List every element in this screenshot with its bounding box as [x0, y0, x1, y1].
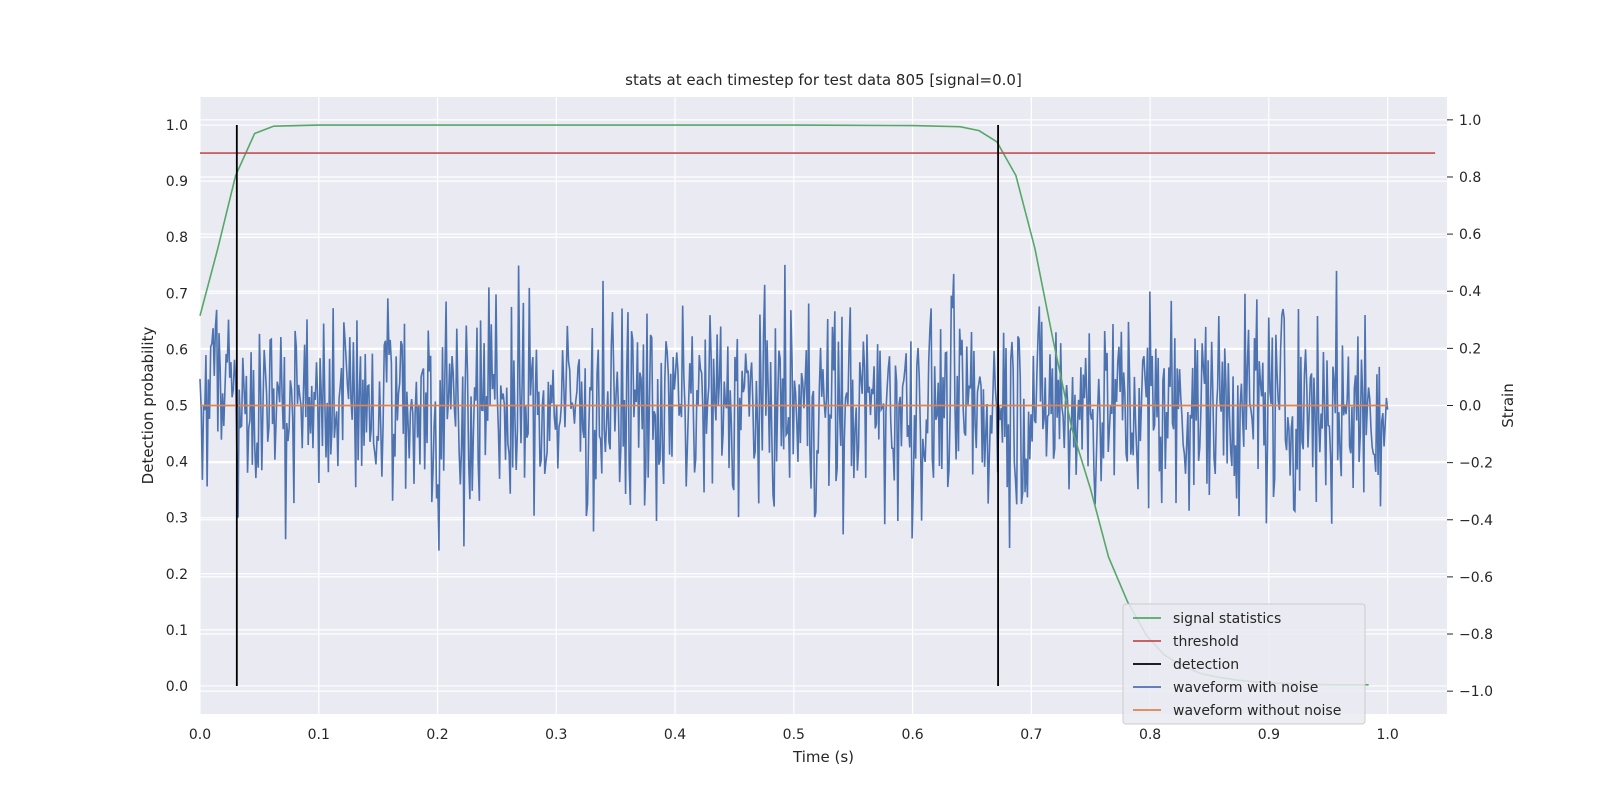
x-tick-label: 0.4: [664, 727, 686, 743]
y-right-tick-label: 0.8: [1459, 170, 1481, 186]
x-tick-label: 0.3: [545, 727, 567, 743]
y-axis-left-label: Detection probability: [139, 327, 157, 485]
y-left-tick-label: 1.0: [166, 118, 188, 134]
x-tick-label: 0.8: [1139, 727, 1161, 743]
y-right-tick-label: −1.0: [1459, 684, 1493, 700]
legend-entry: detection: [1173, 657, 1239, 673]
y-left-tick-label: 0.1: [166, 623, 188, 639]
y-right-tick-label: 0.4: [1459, 284, 1481, 300]
x-axis-label: Time (s): [792, 748, 854, 766]
tick-layer: 0.0 0.1 0.2 0.3 0.4 0.5 0.6 0.7 0.8 0.9 1.0 0.0 0.1 0…: [166, 113, 1493, 743]
y-right-tick-label: −0.6: [1459, 570, 1493, 586]
y-right-tick-label: 0.0: [1459, 399, 1481, 415]
legend-entry: waveform with noise: [1173, 680, 1318, 696]
y-left-tick-label: 0.9: [166, 174, 188, 190]
y-right-tick-label: −0.4: [1459, 513, 1493, 529]
series-waveform-with-noise: [199, 264, 1389, 551]
x-tick-label: 0.5: [783, 727, 805, 743]
y-left-tick-label: 0.2: [166, 567, 188, 583]
y-left-tick-label: 0.8: [166, 230, 188, 246]
x-tick-label: 1.0: [1376, 727, 1398, 743]
y-right-tick-label: 0.2: [1459, 341, 1481, 357]
x-tick-label: 0.0: [189, 727, 211, 743]
x-tick-label: 0.6: [901, 727, 923, 743]
legend-box: [1122, 603, 1366, 725]
chart-legend: signal statistics threshold detection wavef…: [1122, 603, 1366, 725]
x-tick-label: 0.2: [426, 727, 448, 743]
y-right-tick-label: −0.2: [1459, 456, 1493, 472]
legend-entry: threshold: [1173, 634, 1239, 650]
y-right-tick-label: 1.0: [1459, 113, 1481, 129]
y-axis-right-label: Strain: [1499, 383, 1517, 427]
y-left-tick-label: 0.0: [166, 679, 188, 695]
y-left-tick-label: 0.5: [166, 399, 188, 415]
y-left-tick-label: 0.6: [166, 342, 188, 358]
x-tick-label: 0.1: [308, 727, 330, 743]
y-right-tick-label: 0.6: [1459, 227, 1481, 243]
chart-title: stats at each timestep for test data 805…: [625, 71, 1022, 89]
y-left-tick-label: 0.4: [166, 455, 188, 471]
y-left-tick-label: 0.3: [166, 511, 188, 527]
legend-entry: waveform without noise: [1173, 703, 1341, 719]
y-left-tick-label: 0.7: [166, 286, 188, 302]
legend-entry: signal statistics: [1173, 611, 1281, 627]
x-tick-label: 0.9: [1258, 727, 1280, 743]
x-tick-label: 0.7: [1020, 727, 1042, 743]
y-right-tick-label: −0.8: [1459, 627, 1493, 643]
